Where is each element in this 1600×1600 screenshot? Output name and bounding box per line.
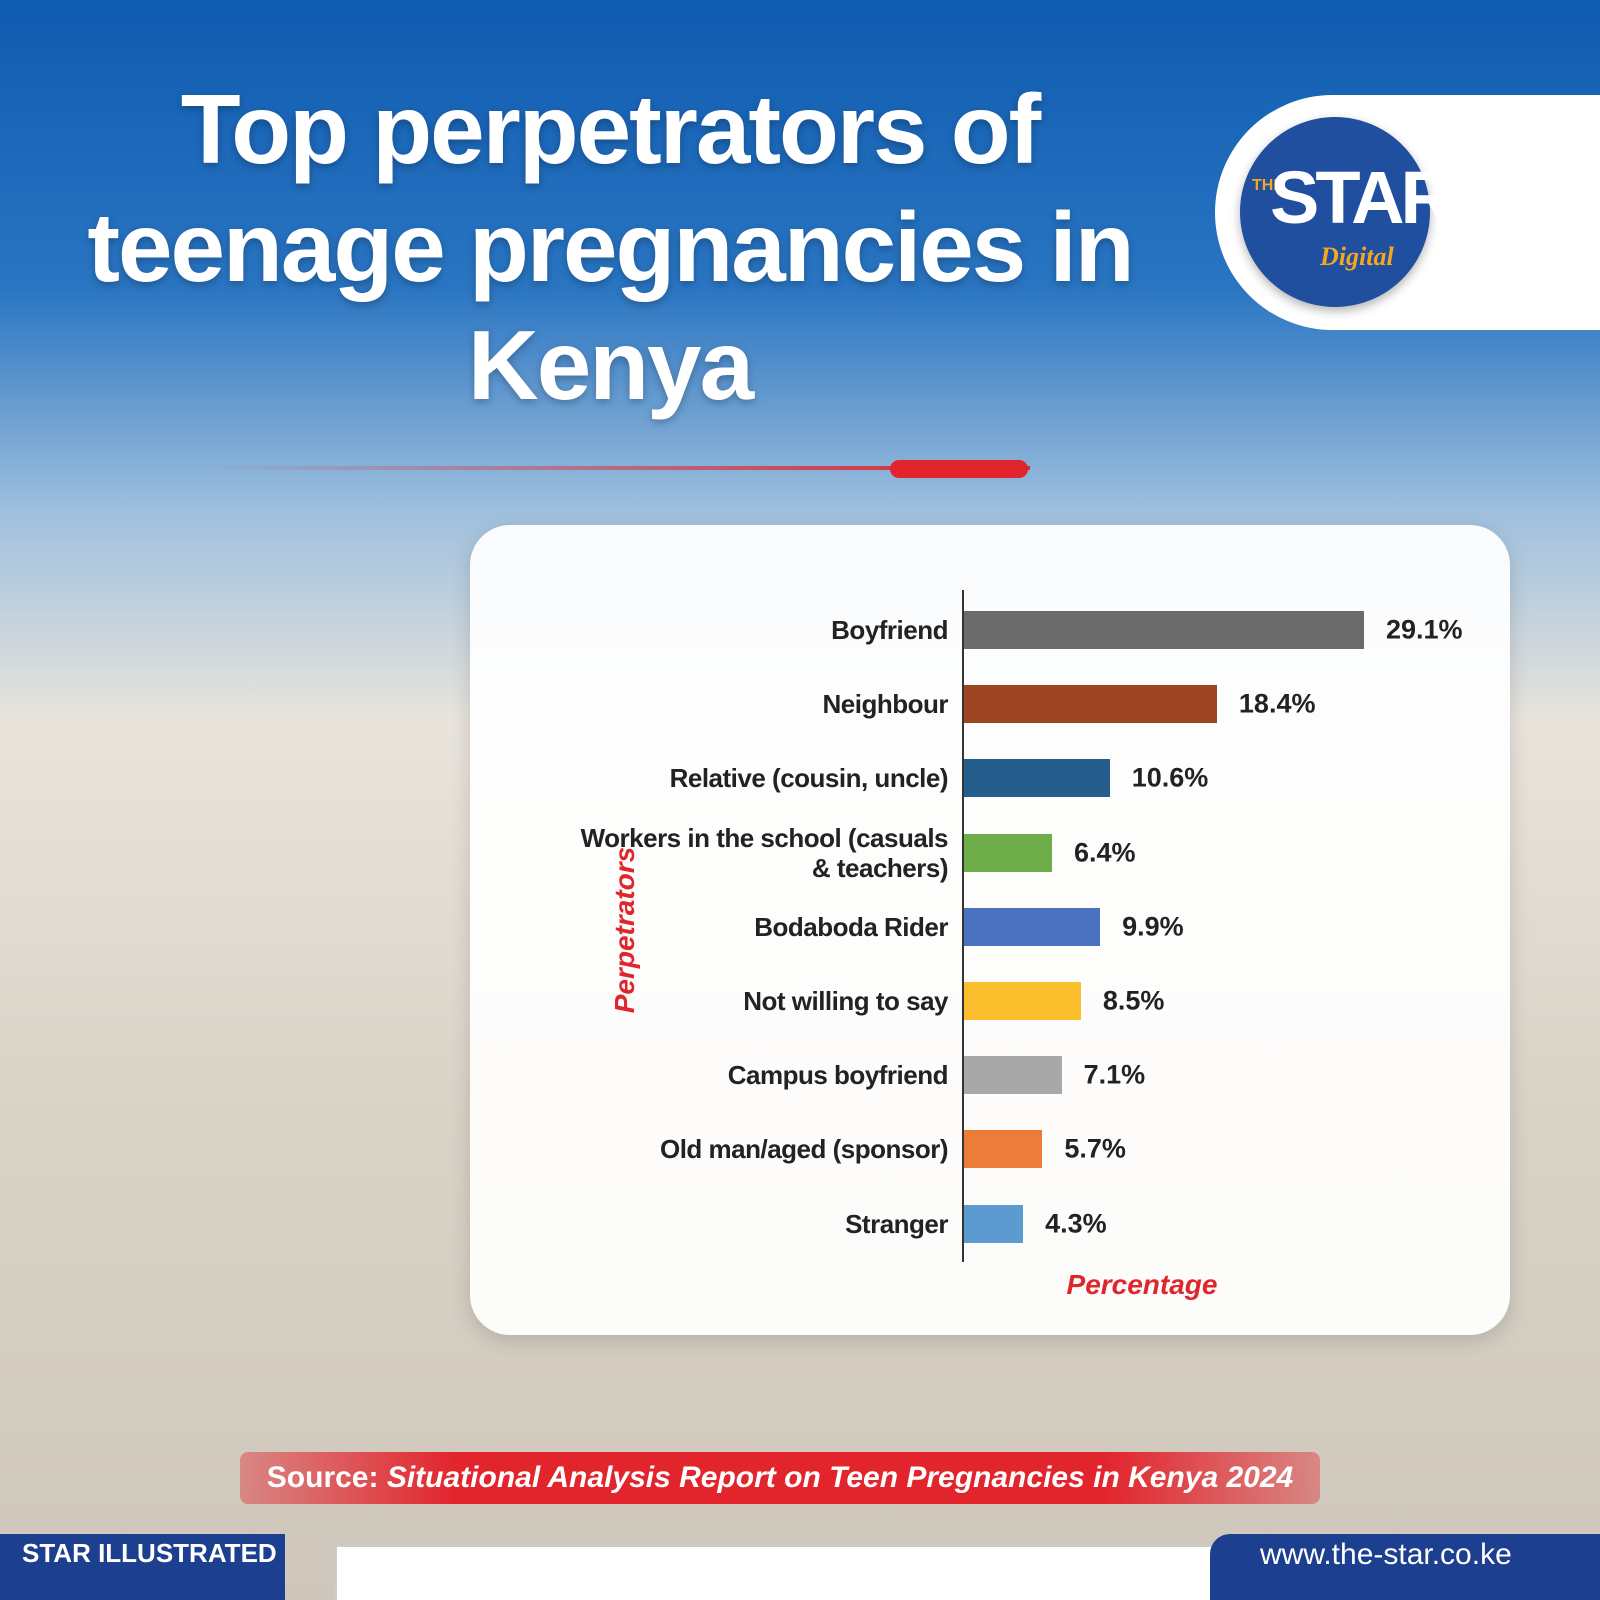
- brand: STAR ILLUSTRATED: [0, 1534, 285, 1600]
- bar: [964, 982, 1081, 1020]
- bottom-box: [335, 1545, 1264, 1600]
- source-label: Source:: [266, 1461, 379, 1494]
- divider-accent: [890, 460, 1028, 478]
- category-label: Campus boyfriend: [727, 1060, 949, 1091]
- value-label: 7.1%: [1083, 1059, 1146, 1090]
- category-label: Stranger: [845, 1208, 948, 1239]
- bar: [964, 759, 1110, 798]
- category-label: Boyfriend: [831, 615, 948, 645]
- bar: [964, 907, 1101, 946]
- value-label: 10.6%: [1131, 762, 1209, 793]
- value-label: 8.5%: [1102, 985, 1165, 1016]
- bar: [964, 611, 1364, 649]
- x-axis-label: Percentage: [1066, 1269, 1218, 1300]
- source-text: Situational Analysis Report on Teen Preg…: [386, 1461, 1294, 1494]
- value-label: 5.7%: [1064, 1133, 1126, 1164]
- axis-line: [962, 590, 964, 1262]
- category-label: Old man/aged (sponsor): [659, 1134, 949, 1165]
- category-label: Relative (cousin, uncle): [669, 763, 949, 794]
- category-label: Neighbour: [822, 689, 949, 720]
- bar: [964, 833, 1052, 872]
- category-label: Not willing to say: [743, 986, 948, 1016]
- bar: [964, 1056, 1062, 1095]
- value-label: 29.1%: [1386, 614, 1463, 645]
- value-label: 18.4%: [1238, 688, 1316, 719]
- value-label: 9.9%: [1122, 911, 1184, 942]
- bar: [964, 685, 1217, 724]
- source: Source: Situational Analysis Report on T…: [240, 1452, 1320, 1504]
- url: www.the-star.co.ke: [1210, 1534, 1600, 1600]
- title: Top perpetrators of teenage pregnancies …: [87, 74, 1134, 420]
- logo-sub: Digital: [1320, 242, 1394, 271]
- category-label: Workers in the school (casuals & teacher…: [580, 822, 949, 883]
- divider: [200, 466, 1030, 470]
- bar: [964, 1204, 1024, 1243]
- logo-main: STAR: [1270, 156, 1454, 239]
- logo: THE STAR Digital: [1240, 117, 1454, 307]
- value-label: 4.3%: [1045, 1208, 1107, 1239]
- value-label: 6.4%: [1073, 837, 1136, 868]
- logo-small: THE: [1252, 177, 1284, 194]
- category-label: Bodaboda Rider: [754, 911, 948, 942]
- bar: [964, 1130, 1043, 1169]
